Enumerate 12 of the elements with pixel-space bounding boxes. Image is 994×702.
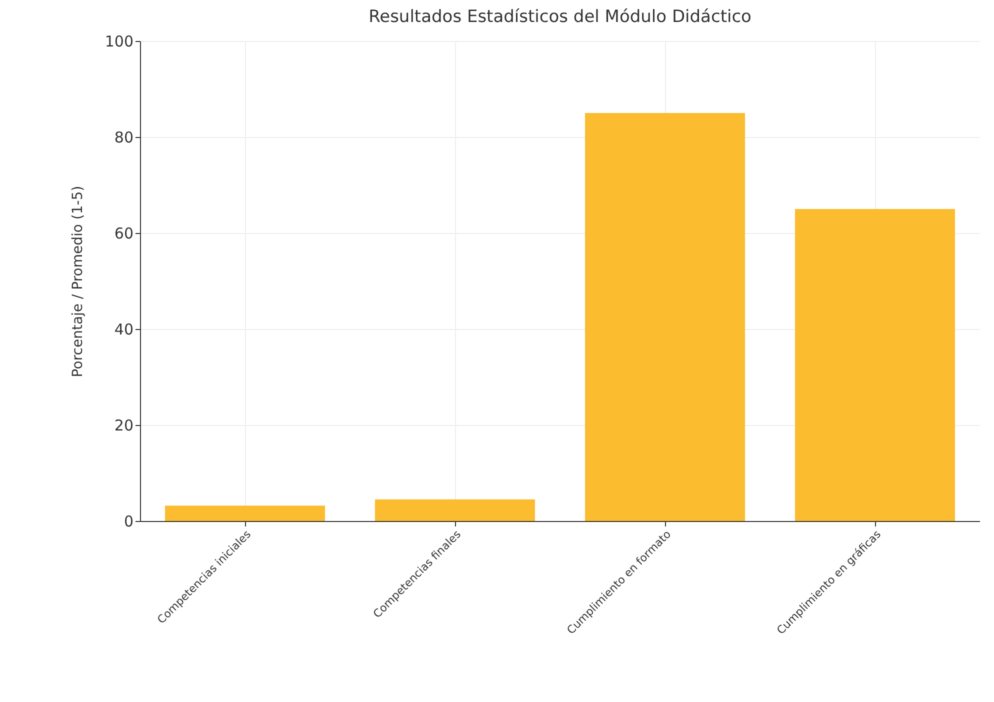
y-tick-label: 0	[124, 512, 134, 530]
bar	[795, 209, 955, 521]
y-tick-label: 40	[114, 320, 134, 338]
chart-title: Resultados Estadísticos del Módulo Didáctico	[368, 7, 752, 27]
y-tick-label: 60	[114, 224, 134, 242]
y-axis-title: Porcentaje / Promedio (1-5)	[70, 186, 86, 378]
bar	[165, 506, 325, 521]
y-tick-label: 80	[114, 128, 134, 146]
bar	[585, 113, 745, 521]
y-tick-label: 100	[104, 32, 134, 50]
bar	[375, 499, 535, 521]
y-tick-label: 20	[114, 416, 134, 434]
